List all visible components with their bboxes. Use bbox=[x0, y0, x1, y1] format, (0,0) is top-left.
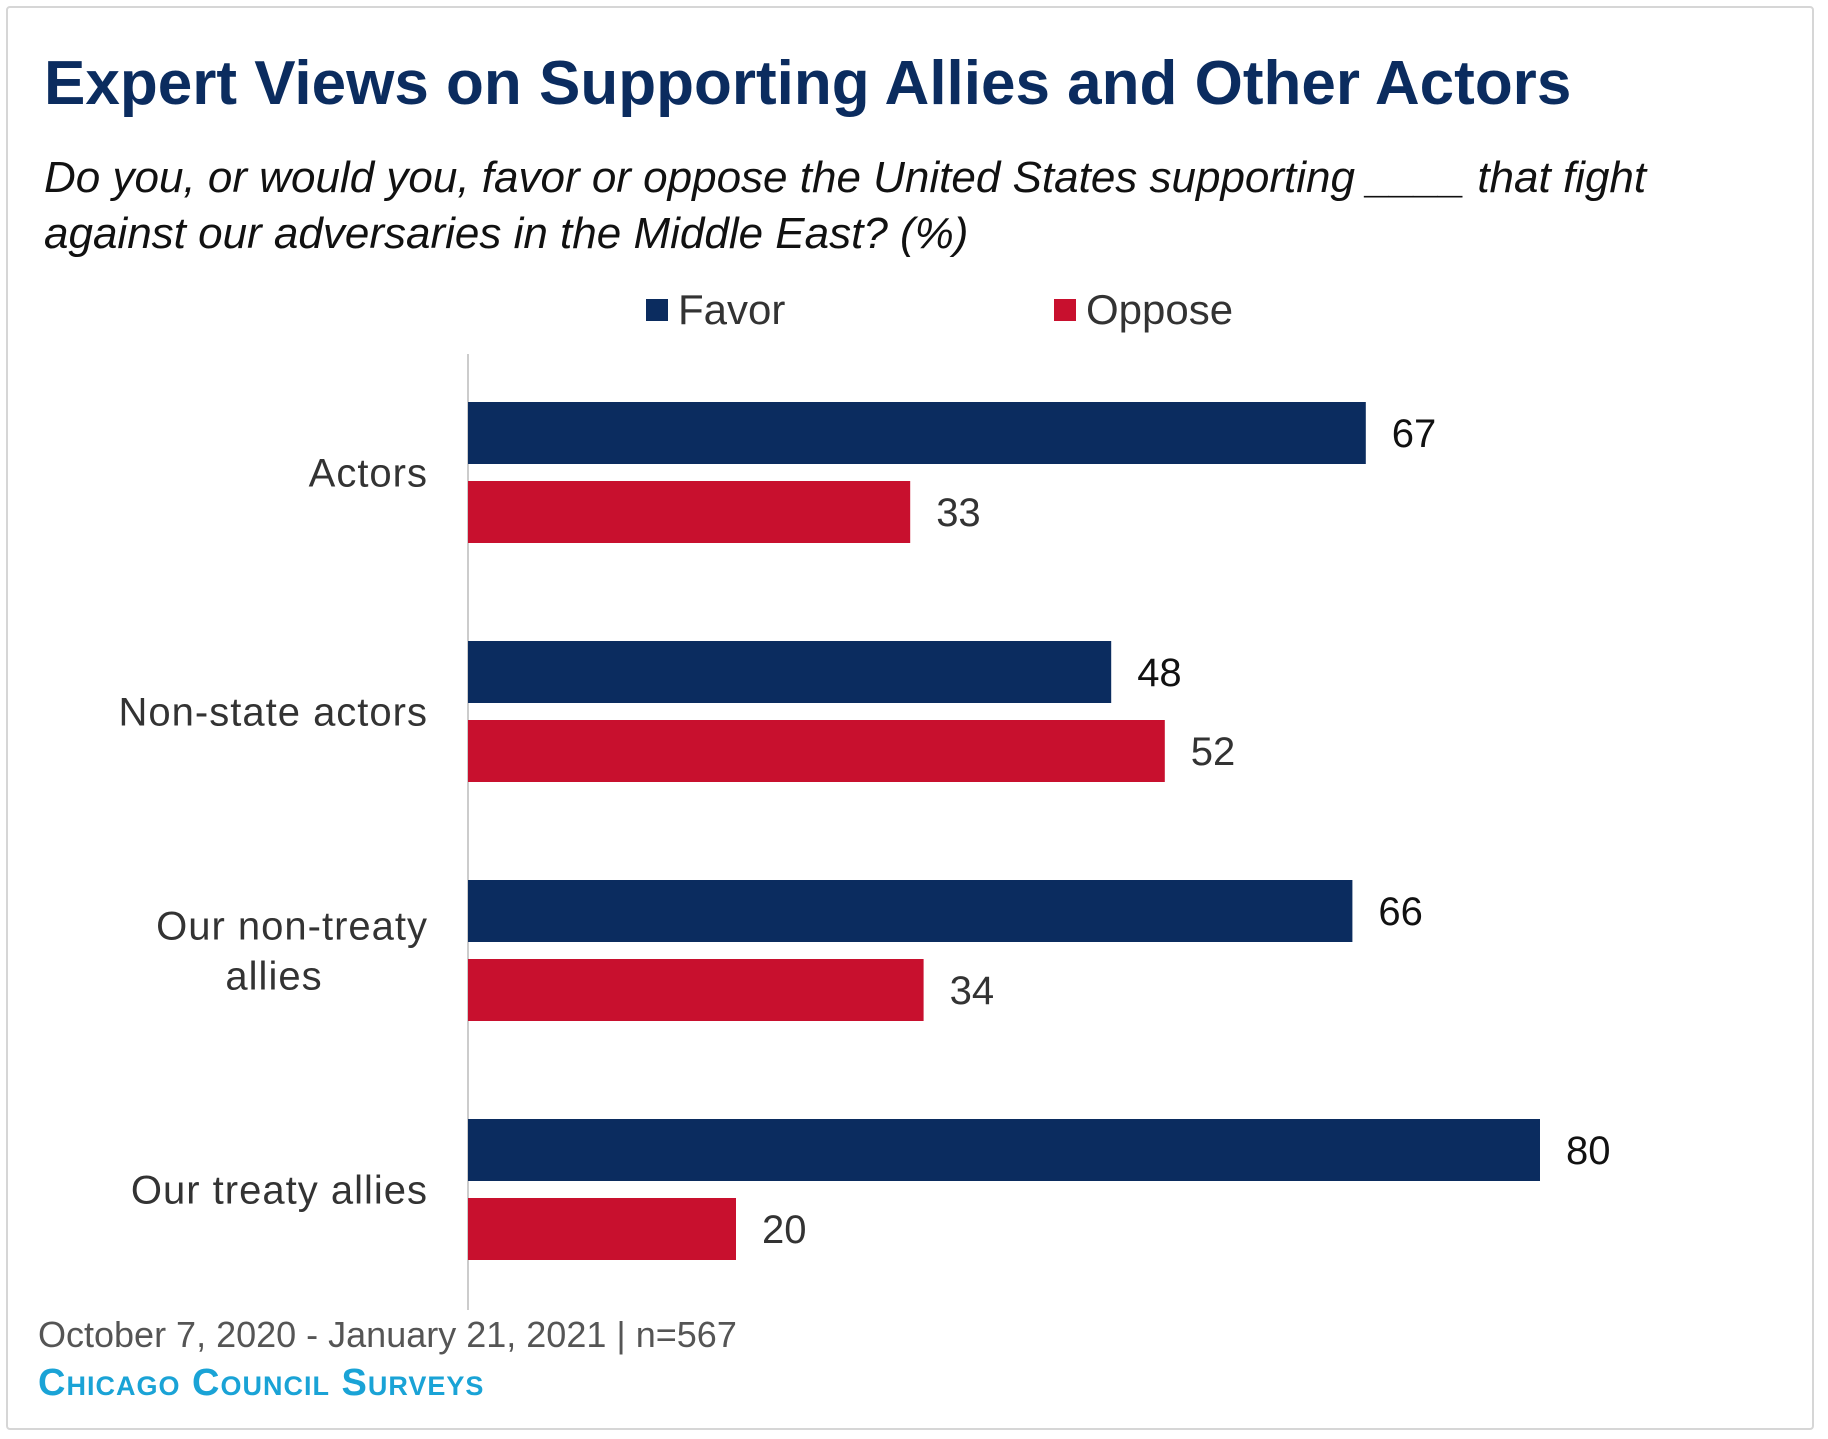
category-label: Our treaty allies bbox=[131, 1169, 428, 1213]
legend-oppose-swatch bbox=[1054, 299, 1076, 321]
data-label-favor: 80 bbox=[1566, 1129, 1611, 1173]
bar-favor bbox=[468, 641, 1112, 703]
category-label: Our non-treaty bbox=[156, 905, 428, 949]
bar-favor bbox=[468, 402, 1366, 464]
legend-oppose-label: Oppose bbox=[1086, 286, 1234, 333]
legend-favor-swatch bbox=[646, 299, 668, 321]
bar-oppose bbox=[468, 720, 1165, 782]
bar-favor bbox=[468, 1119, 1540, 1181]
data-label-favor: 48 bbox=[1137, 651, 1182, 695]
data-label-oppose: 34 bbox=[950, 969, 995, 1013]
chart-title: Expert Views on Supporting Allies and Ot… bbox=[44, 49, 1572, 118]
legend-favor-label: Favor bbox=[678, 286, 786, 333]
bar-oppose bbox=[468, 1198, 736, 1260]
data-label-favor: 66 bbox=[1378, 890, 1423, 934]
footer-date-range: October 7, 2020 - January 21, 2021 | n=5… bbox=[38, 1314, 737, 1355]
data-label-oppose: 33 bbox=[936, 491, 981, 535]
data-label-oppose: 52 bbox=[1191, 730, 1236, 774]
category-label: Non-state actors bbox=[119, 691, 428, 735]
legend-oppose: Oppose bbox=[1054, 286, 1233, 334]
footer-source: Chicago Council Surveys bbox=[38, 1362, 485, 1404]
chart-frame bbox=[6, 6, 1814, 1430]
data-label-oppose: 20 bbox=[762, 1208, 807, 1252]
category-label: Actors bbox=[309, 452, 428, 496]
bar-oppose bbox=[468, 959, 924, 1021]
bar-oppose bbox=[468, 481, 911, 543]
bar-favor bbox=[468, 880, 1353, 942]
legend-favor: Favor bbox=[646, 286, 785, 334]
chart-subtitle: Do you, or would you, favor or oppose th… bbox=[44, 153, 1647, 258]
category-label: allies bbox=[225, 955, 322, 999]
data-label-favor: 67 bbox=[1392, 412, 1437, 456]
